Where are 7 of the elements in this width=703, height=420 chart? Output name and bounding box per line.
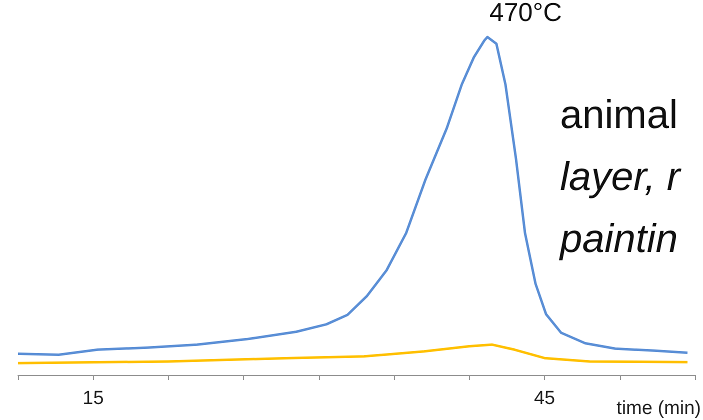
annotation: paintin [559, 217, 678, 261]
x-tick-label: 15 [82, 388, 104, 409]
annotation: 470°C [489, 0, 562, 28]
x-axis-title: time (min) [616, 398, 702, 419]
annotation: animal [560, 93, 678, 137]
x-tick-label: 45 [534, 388, 556, 409]
annotation: layer, r [560, 155, 682, 199]
